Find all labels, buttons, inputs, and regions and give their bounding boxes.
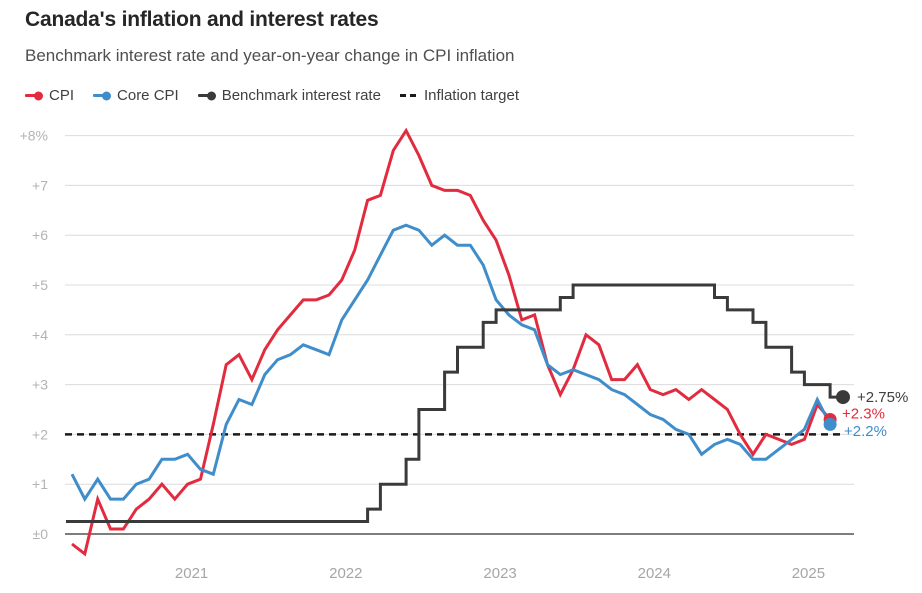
benchmark-rate-line: [66, 283, 843, 523]
legend-label: Inflation target: [423, 87, 520, 105]
page-title: Canada's inflation and interest rates: [25, 8, 379, 31]
x-axis-year-label: 2021: [175, 565, 208, 582]
line-dot-icon: [25, 94, 41, 98]
legend-label: CPI: [49, 87, 75, 105]
cpi-line: [71, 127, 832, 557]
x-axis-year-label: 2024: [638, 565, 671, 582]
legend-item-inflation-target: Inflation target: [399, 87, 520, 105]
chart-subtitle: Benchmark interest rate and year-on-year…: [25, 46, 515, 66]
y-axis-tick-label: +5: [32, 277, 48, 293]
y-axis-tick-label: +4: [32, 327, 48, 343]
chart-legend: CPI Core CPI Benchmark interest rate Inflat…: [25, 87, 906, 104]
legend-item-benchmark-interest-rate: Benchmark interest rate: [197, 87, 381, 105]
y-axis-tick-label: +7: [32, 177, 48, 193]
y-axis-tick-label: +8%: [20, 128, 48, 144]
x-axis-year-label: 2025: [792, 565, 825, 582]
y-axis-tick-label: +6: [32, 227, 48, 243]
legend-label: Core CPI: [117, 87, 179, 105]
legend-item-core-cpi: Core CPI: [93, 87, 179, 104]
dashed-line-icon: [399, 94, 416, 98]
legend-item-cpi: CPI: [25, 87, 74, 104]
y-axis-tick-label: +3: [32, 377, 48, 393]
core-cpi-end-dot: [823, 417, 837, 431]
x-axis-year-label: 2022: [329, 565, 362, 582]
chart-header: Canada's inflation and interest rates Be…: [25, 8, 906, 104]
legend-label: Benchmark interest rate: [221, 87, 381, 105]
line-dot-icon: [197, 94, 214, 98]
x-axis-year-label: 2023: [483, 565, 516, 582]
benchmark-end-dot: [836, 390, 850, 405]
core-cpi-line: [70, 223, 832, 503]
y-axis-tick-label: +1: [32, 476, 48, 492]
cpi-end-label: +2.3%: [842, 406, 885, 423]
benchmark-end-label: +2.75%: [857, 389, 908, 406]
core-cpi-end-label: +2.2%: [844, 423, 887, 440]
line-dot-icon: [93, 94, 110, 98]
y-axis-tick-label: +2: [32, 426, 48, 442]
y-axis-tick-label: ±0: [33, 526, 49, 542]
